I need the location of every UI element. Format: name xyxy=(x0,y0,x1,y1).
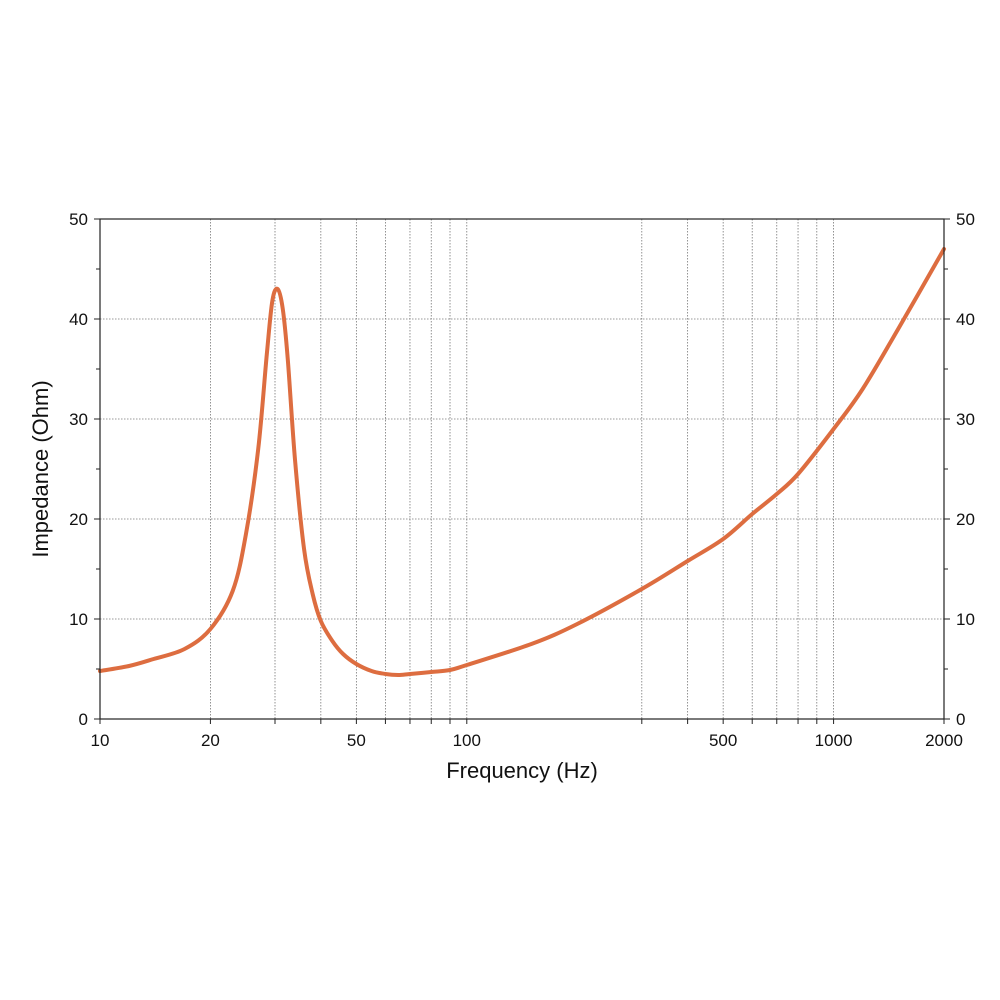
ticks xyxy=(94,218,950,724)
y-tick-label-left: 0 xyxy=(79,710,88,729)
x-tick-label: 50 xyxy=(347,731,366,750)
x-tick-label: 100 xyxy=(453,731,481,750)
series-layer xyxy=(98,247,946,677)
x-tick-label: 2000 xyxy=(925,731,963,750)
plot-frame xyxy=(99,218,945,720)
y-tick-label-left: 10 xyxy=(69,610,88,629)
x-axis-title: Frequency (Hz) xyxy=(446,758,598,783)
y-tick-label-right: 20 xyxy=(956,510,975,529)
y-axis-title: Impedance (Ohm) xyxy=(28,380,53,557)
x-tick-label: 10 xyxy=(91,731,110,750)
x-tick-label: 500 xyxy=(709,731,737,750)
y-tick-label-left: 40 xyxy=(69,310,88,329)
y-tick-label-right: 40 xyxy=(956,310,975,329)
y-tick-label-right: 50 xyxy=(956,210,975,229)
grid xyxy=(100,219,944,719)
y-tick-label-right: 30 xyxy=(956,410,975,429)
x-tick-label: 1000 xyxy=(815,731,853,750)
x-tick-label: 20 xyxy=(201,731,220,750)
y-tick-label-right: 0 xyxy=(956,710,965,729)
y-tick-label-left: 50 xyxy=(69,210,88,229)
series-line-impedance xyxy=(98,247,946,677)
y-tick-label-left: 30 xyxy=(69,410,88,429)
y-tick-label-left: 20 xyxy=(69,510,88,529)
y-tick-label-right: 10 xyxy=(956,610,975,629)
